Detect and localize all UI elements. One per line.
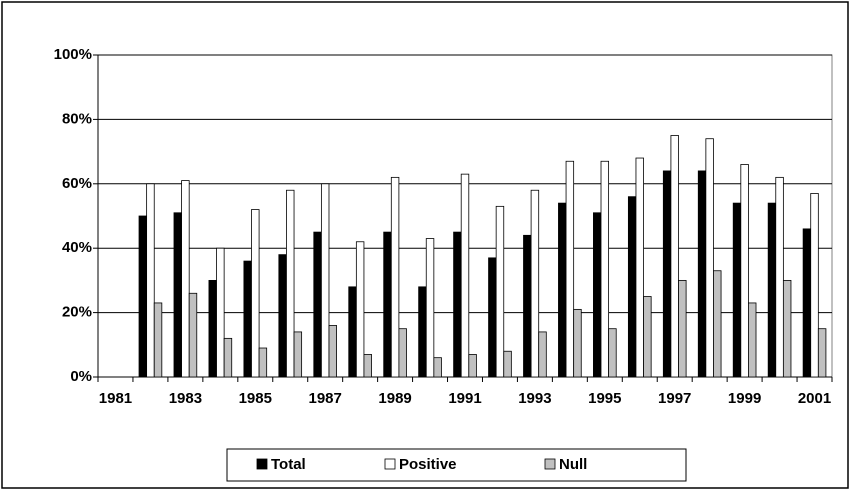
bar	[538, 331, 547, 378]
legend-label: Null	[559, 456, 587, 473]
bar	[523, 234, 532, 378]
bar	[146, 183, 155, 378]
x-tick-label: 1997	[658, 390, 691, 407]
bar	[662, 170, 672, 378]
bar	[188, 292, 198, 378]
bar	[678, 279, 687, 378]
bar	[573, 308, 582, 378]
x-tick-label: 1993	[518, 390, 551, 407]
bar	[593, 212, 602, 378]
bar	[433, 357, 442, 378]
bar	[775, 176, 784, 378]
bar	[425, 238, 435, 378]
bar	[181, 180, 190, 378]
bar	[460, 173, 470, 378]
y-tick-label: 0%	[70, 368, 92, 385]
bar	[348, 286, 357, 378]
legend-label: Positive	[399, 456, 457, 473]
bar	[713, 270, 722, 378]
x-tick-label: 2001	[798, 390, 831, 407]
bar	[390, 176, 400, 378]
bar	[643, 296, 652, 378]
bar	[488, 257, 497, 378]
bar	[503, 350, 512, 378]
x-tick-label: 1989	[378, 390, 411, 407]
y-tick-label: 20%	[62, 304, 92, 321]
bar	[328, 325, 337, 378]
bar	[802, 228, 812, 378]
bar	[635, 157, 644, 378]
legend-swatch	[384, 458, 396, 470]
bar	[748, 302, 757, 378]
bar	[495, 205, 505, 378]
bar	[705, 138, 714, 378]
legend-box	[226, 448, 687, 482]
bar	[278, 254, 287, 378]
bar	[558, 202, 567, 378]
bar	[173, 212, 182, 378]
bar	[608, 328, 617, 378]
bar	[355, 241, 365, 378]
bar	[293, 331, 303, 378]
bar	[313, 231, 322, 378]
bar	[732, 202, 742, 378]
y-tick-label: 80%	[62, 110, 92, 127]
bar	[453, 231, 462, 378]
bar	[251, 209, 260, 378]
x-tick-label: 1985	[239, 390, 272, 407]
y-tick-label: 60%	[62, 175, 92, 192]
y-tick-label: 40%	[62, 239, 92, 256]
x-tick-label: 1995	[588, 390, 621, 407]
bar	[740, 164, 749, 378]
legend-label: Total	[271, 456, 306, 473]
bar	[810, 193, 819, 378]
bar	[208, 279, 217, 378]
x-tick-label: 1983	[169, 390, 202, 407]
bar	[418, 286, 427, 378]
bar	[223, 337, 233, 378]
bar	[243, 260, 252, 378]
bar	[468, 354, 477, 378]
bar	[138, 215, 148, 378]
bar	[600, 160, 610, 378]
x-tick-label: 1981	[99, 390, 132, 407]
bar	[383, 231, 392, 378]
x-tick-label: 1987	[309, 390, 342, 407]
bar	[767, 202, 777, 378]
bar	[153, 302, 163, 378]
bar	[363, 354, 372, 378]
bar	[782, 279, 792, 378]
legend-swatch	[256, 458, 268, 470]
legend-swatch	[544, 458, 556, 470]
bar	[817, 328, 827, 378]
bar	[286, 189, 295, 378]
bar	[530, 189, 540, 378]
bar	[670, 135, 679, 378]
bar	[697, 170, 707, 378]
bar	[258, 347, 268, 378]
x-tick-label: 1991	[448, 390, 481, 407]
bar	[398, 328, 407, 378]
bar	[216, 247, 225, 378]
x-tick-label: 1999	[728, 390, 761, 407]
bar	[627, 196, 637, 378]
bar	[565, 160, 575, 378]
y-tick-label: 100%	[54, 46, 92, 63]
bar	[320, 183, 330, 378]
